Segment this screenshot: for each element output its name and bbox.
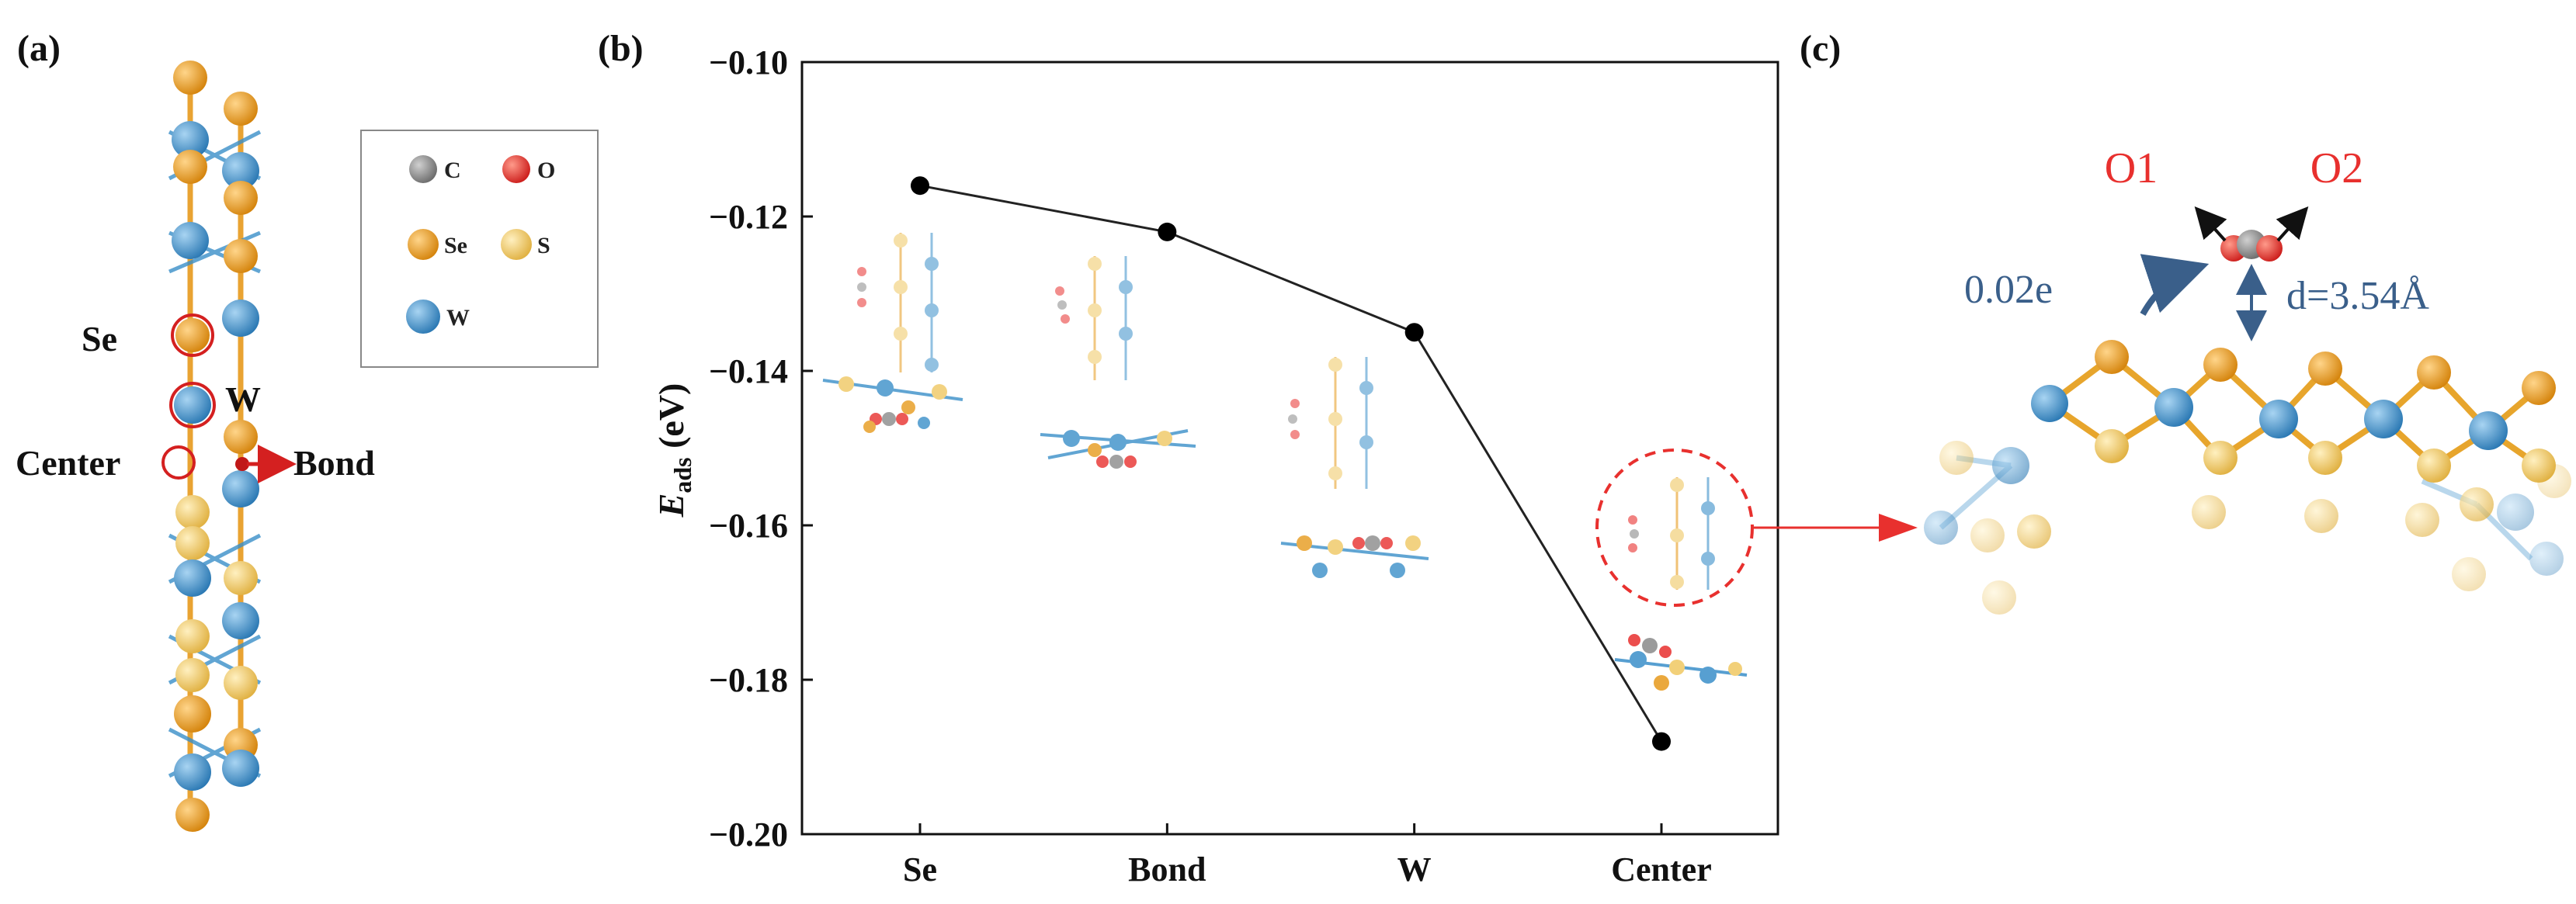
x-tick-label-center: Center	[1611, 850, 1712, 888]
legend-se-label: Se	[444, 233, 467, 258]
inset-center-config	[1628, 477, 1715, 590]
y-tick-label: −0.10	[709, 43, 788, 81]
data-point-se	[911, 176, 929, 196]
panel-b-label: (b)	[598, 28, 644, 69]
inset-se-config	[857, 233, 939, 372]
y-tick-label: −0.16	[709, 507, 788, 545]
legend-s-swatch	[501, 229, 532, 260]
inset-bond-top	[1040, 429, 1196, 469]
series-points	[911, 176, 1671, 751]
co2-molecule	[2140, 206, 2309, 341]
force-arrow-o1	[2194, 206, 2227, 242]
label-o1: O1	[2105, 144, 2158, 192]
legend-o-label: O	[537, 158, 555, 183]
distance-label: d=3.54Å	[2286, 274, 2429, 318]
panel-a-label: (a)	[17, 28, 61, 69]
inset-bond-config	[1055, 256, 1133, 380]
vertical-structure	[161, 61, 297, 832]
plot-frame	[800, 61, 1779, 836]
inset-w-config	[1288, 357, 1373, 489]
site-label-center: Center	[16, 443, 120, 483]
y-axis-label-sub: ads	[668, 457, 696, 493]
side-view-structure	[1924, 340, 2571, 615]
y-axis-label: Eads (eV)	[651, 383, 696, 518]
legend-w-label: W	[446, 305, 470, 331]
inset-center-top	[1614, 634, 1748, 691]
charge-transfer-arrow	[2140, 254, 2210, 316]
legend-w-swatch	[406, 300, 440, 334]
series-line	[919, 184, 1663, 743]
site-label-se: Se	[82, 319, 117, 358]
force-arrow-o2	[2276, 206, 2309, 242]
inset-w-top	[1280, 535, 1429, 578]
y-axis-label-unit: (eV)	[651, 383, 691, 458]
site-label-bond: Bond	[293, 443, 375, 483]
connector-arrow-head	[1879, 514, 1918, 542]
legend: C O Se S W	[360, 130, 599, 368]
legend-se-swatch	[408, 229, 439, 260]
data-point-w	[1404, 323, 1424, 342]
x-tick-label-bond: Bond	[1128, 850, 1206, 888]
y-axis: −0.10 −0.12 −0.14 −0.16 −0.18 −0.20	[709, 43, 813, 854]
site-label-w: W	[225, 379, 261, 419]
data-point-center	[1652, 732, 1671, 751]
x-axis: Se Bond W Center	[903, 823, 1712, 888]
chart: −0.10 −0.12 −0.14 −0.16 −0.18 −0.20 Se Bond W Ce…	[651, 43, 1779, 888]
x-tick-label-se: Se	[903, 850, 937, 888]
legend-c-swatch	[409, 155, 437, 183]
x-tick-label-w: W	[1397, 850, 1432, 888]
legend-s-label: S	[537, 233, 550, 258]
co2-oxygen-2	[2256, 235, 2283, 262]
inset-se-top	[822, 376, 963, 433]
legend-o-swatch	[502, 155, 530, 183]
y-axis-label-main: E	[651, 494, 691, 518]
label-o2: O2	[2310, 144, 2363, 192]
legend-c-label: C	[444, 158, 461, 183]
charge-transfer-label: 0.02e	[1964, 268, 2053, 312]
center-highlight-circle	[1595, 449, 1754, 607]
legend-box	[360, 130, 599, 368]
panel-c-label: (c)	[1800, 28, 1841, 69]
data-point-bond	[1158, 222, 1177, 241]
y-tick-label: −0.18	[709, 661, 788, 699]
y-tick-label: −0.12	[709, 198, 788, 236]
y-tick-label: −0.14	[709, 352, 788, 390]
y-tick-label: −0.20	[709, 816, 788, 854]
